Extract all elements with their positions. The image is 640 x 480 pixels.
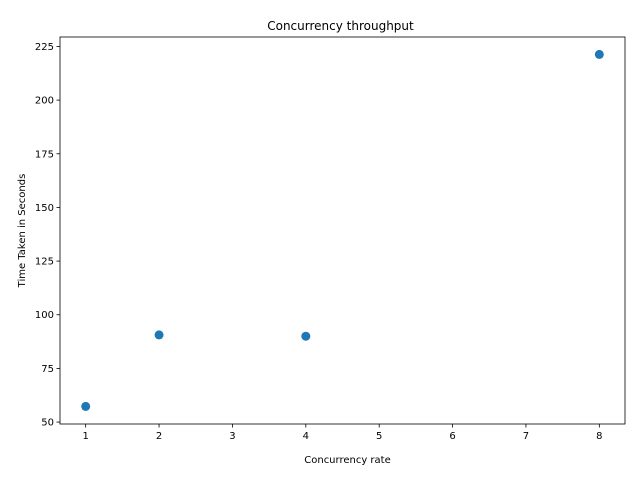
y-tick-label: 125: [35, 257, 54, 268]
y-tick-label: 75: [41, 364, 54, 375]
data-points: [81, 49, 604, 411]
y-tick-label: 175: [35, 149, 54, 160]
x-axis: 1 2 3 4 5 6 7 8: [82, 424, 603, 442]
data-point: [301, 331, 311, 341]
chart-title: Concurrency throughput: [267, 19, 414, 33]
data-point: [81, 401, 91, 411]
data-point: [594, 49, 604, 59]
axes-frame: [59, 36, 626, 425]
y-tick-label: 150: [35, 203, 54, 214]
x-tick-label: 4: [303, 431, 309, 442]
y-tick-label: 200: [35, 96, 54, 107]
y-tick-label: 50: [41, 418, 54, 429]
y-axis-label: Time Taken in Seconds: [17, 174, 28, 289]
data-point: [154, 330, 164, 340]
x-tick-label: 6: [449, 431, 455, 442]
y-tick-label: 225: [35, 42, 54, 53]
y-tick-label: 100: [35, 310, 54, 321]
y-axis: 50 75 100 125 150 175 200 225: [35, 42, 60, 429]
x-axis-label: Concurrency rate: [304, 455, 391, 466]
x-tick-label: 7: [523, 431, 529, 442]
x-tick-label: 3: [229, 431, 235, 442]
x-tick-label: 2: [156, 431, 162, 442]
x-tick-label: 8: [596, 431, 602, 442]
x-tick-label: 5: [376, 431, 382, 442]
x-tick-label: 1: [82, 431, 88, 442]
